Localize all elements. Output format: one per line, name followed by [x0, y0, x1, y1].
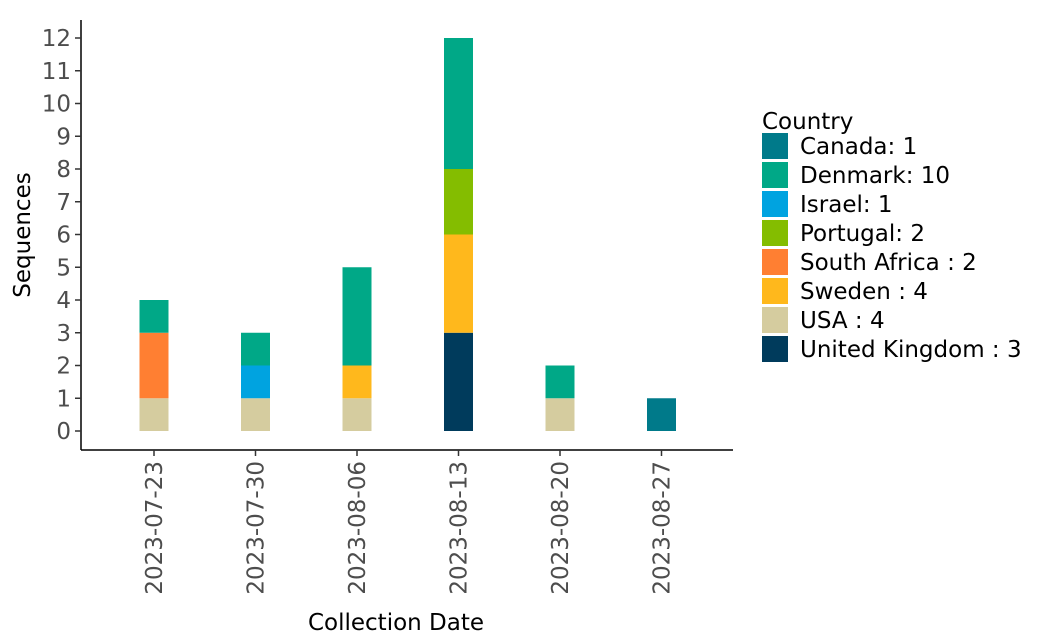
- bar-segment-israel-2023-07-30: [241, 365, 270, 399]
- bar-segment-south-africa-2023-07-23: [139, 332, 169, 399]
- x-axis-title: Collection Date: [308, 610, 484, 636]
- bar-segment-denmark-2023-08-20: [545, 365, 575, 399]
- legend-label: Denmark: 10: [800, 163, 950, 189]
- y-tick-label: 8: [56, 157, 71, 183]
- legend-key: [762, 133, 788, 159]
- y-tick-label: 11: [42, 59, 71, 85]
- y-tick-label: 0: [56, 419, 71, 445]
- bar-segment-usa-2023-08-06: [342, 398, 372, 431]
- x-tick-label: 2023-07-23: [142, 461, 168, 595]
- legend-label: Sweden : 4: [800, 279, 928, 305]
- bar-segment-canada-2023-08-27: [647, 398, 676, 431]
- y-tick-label: 5: [56, 255, 71, 281]
- y-tick-label: 6: [56, 223, 71, 249]
- legend-key: [762, 336, 788, 362]
- x-tick-label: 2023-07-30: [244, 461, 270, 595]
- legend-key: [762, 220, 788, 246]
- bar-segment-usa-2023-08-20: [545, 398, 575, 431]
- bar-segment-denmark-2023-08-06: [342, 267, 372, 366]
- legend-label: Israel: 1: [800, 192, 893, 218]
- legend-label: USA : 4: [800, 308, 885, 334]
- bar-segment-usa-2023-07-23: [139, 398, 169, 431]
- bar-segment-denmark-2023-08-13: [444, 38, 473, 169]
- legend-label: United Kingdom : 3: [800, 337, 1022, 363]
- y-tick-label: 2: [56, 354, 71, 380]
- y-tick-label: 7: [56, 190, 71, 216]
- legend-key: [762, 307, 788, 333]
- bar-segment-sweden-2023-08-06: [342, 365, 372, 399]
- bar-segment-sweden-2023-08-13: [444, 234, 473, 333]
- bar-segment-usa-2023-07-30: [241, 398, 270, 431]
- bar-segment-portugal-2023-08-13: [444, 169, 473, 235]
- y-axis-title: Sequences: [10, 172, 36, 297]
- legend-key: [762, 191, 788, 217]
- legend: Country Canada: 1 Denmark: 10 Israel: 1 Por…: [762, 109, 1022, 363]
- y-tick-label: 4: [56, 288, 71, 314]
- y-tick-label: 9: [56, 124, 71, 150]
- bars-group: [139, 38, 676, 431]
- legend-label: Canada: 1: [800, 134, 917, 160]
- y-tick-label: 1: [56, 386, 71, 412]
- y-tick-label: 12: [42, 26, 71, 52]
- bar-segment-denmark-2023-07-30: [241, 332, 270, 366]
- bar-segment-united-kingdom-2023-08-13: [444, 332, 473, 431]
- bar-segment-denmark-2023-07-23: [139, 300, 169, 333]
- x-ticks: 2023-07-23 2023-07-30 2023-08-06 2023-08-13…: [142, 450, 676, 595]
- legend-key: [762, 162, 788, 188]
- y-tick-label: 3: [56, 321, 71, 347]
- x-tick-label: 2023-08-20: [548, 461, 574, 595]
- legend-key: [762, 278, 788, 304]
- legend-label: South Africa : 2: [800, 250, 977, 276]
- x-tick-label: 2023-08-06: [345, 461, 371, 595]
- y-tick-label: 10: [42, 92, 71, 118]
- x-tick-label: 2023-08-27: [650, 461, 676, 595]
- legend-key: [762, 249, 788, 275]
- x-tick-label: 2023-08-13: [447, 461, 473, 595]
- legend-title: Country: [762, 109, 853, 135]
- legend-label: Portugal: 2: [800, 221, 925, 247]
